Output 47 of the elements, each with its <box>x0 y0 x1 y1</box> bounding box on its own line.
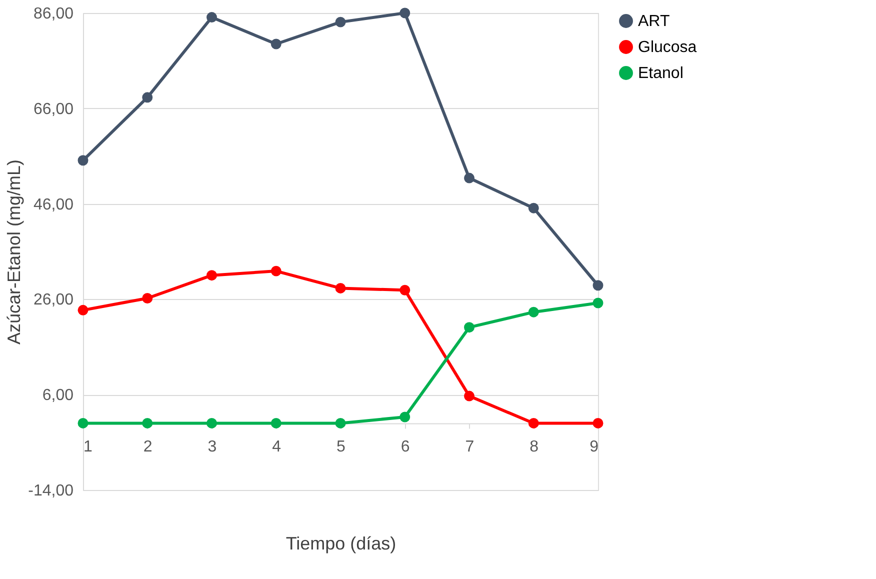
y-tick-label: 26,00 <box>33 292 74 309</box>
point <box>592 298 604 308</box>
point <box>142 293 153 304</box>
x-tick-label: 9 <box>590 438 599 456</box>
y-axis-title: Azúcar-Etanol (mg/mL) <box>4 159 24 345</box>
legend-label: Etanol <box>638 65 684 82</box>
point <box>464 390 474 402</box>
y-tick-label: 46,00 <box>33 196 74 214</box>
point <box>400 284 410 296</box>
x-tick-label: 6 <box>400 438 410 456</box>
point <box>528 306 539 318</box>
point <box>78 304 88 316</box>
point <box>592 280 604 291</box>
x-tick-label: 8 <box>530 438 539 456</box>
point <box>464 172 474 184</box>
point <box>335 16 346 28</box>
point <box>142 418 153 428</box>
x-tick-label: 3 <box>208 438 217 456</box>
point <box>270 418 282 428</box>
point <box>528 202 539 214</box>
y-tick-label: 86,00 <box>33 6 74 22</box>
point <box>400 412 410 422</box>
legend-label: Glucosa <box>638 39 697 56</box>
point <box>206 270 217 281</box>
point <box>206 418 217 428</box>
point <box>270 266 282 276</box>
x-tick-label: 5 <box>336 438 346 456</box>
point <box>206 12 217 23</box>
point <box>335 282 346 294</box>
y-tick-label: -14,00 <box>28 482 74 500</box>
point <box>335 418 346 428</box>
x-tick-label: 1 <box>84 438 92 456</box>
y-tick-label: 66,00 <box>33 100 74 118</box>
point <box>592 418 604 428</box>
point <box>400 8 410 18</box>
point <box>142 92 153 103</box>
y-tick-label: 6,00 <box>42 387 74 404</box>
point <box>464 322 474 333</box>
x-tick-label: 4 <box>272 438 282 456</box>
point <box>78 418 88 428</box>
x-tick-label: 2 <box>143 438 152 456</box>
point <box>78 155 88 166</box>
legend-label: ART <box>638 13 670 30</box>
x-tick-label: 7 <box>465 438 474 456</box>
x-axis-title: Tiempo (días) <box>286 534 396 554</box>
point <box>528 418 539 428</box>
point <box>270 38 282 50</box>
